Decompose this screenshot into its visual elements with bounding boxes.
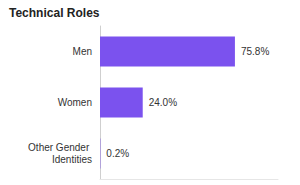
svg-text:24.0%: 24.0%	[149, 97, 177, 108]
svg-text:Other Gender: Other Gender	[28, 142, 92, 153]
svg-text:Identities: Identities	[52, 154, 92, 165]
svg-text:Women: Women	[58, 97, 92, 108]
svg-text:Men: Men	[73, 46, 92, 57]
svg-text:75.8%: 75.8%	[241, 46, 269, 57]
svg-text:Technical Roles: Technical Roles	[9, 6, 100, 20]
svg-text:0.2%: 0.2%	[106, 148, 129, 159]
